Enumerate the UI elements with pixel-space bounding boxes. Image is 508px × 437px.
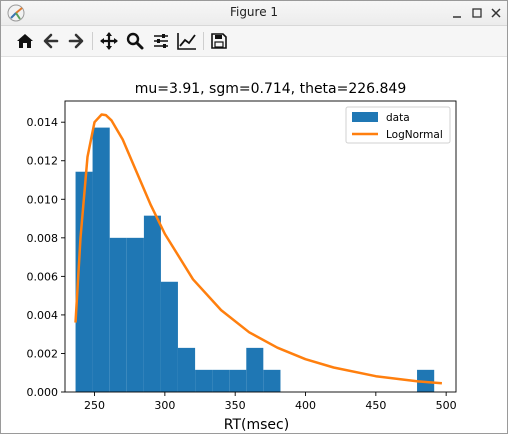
maximize-icon[interactable]	[469, 5, 485, 21]
forward-arrow-icon[interactable]	[64, 29, 88, 53]
legend-label-lognormal: LogNormal	[386, 129, 443, 141]
histogram-bar	[195, 369, 213, 392]
x-tick-label: 500	[436, 399, 457, 412]
lognormal-curve	[74, 113, 442, 385]
histogram-bar	[143, 215, 161, 392]
x-tick-label: 350	[225, 399, 246, 412]
y-tick-label: 0.012	[27, 155, 59, 168]
histogram-bar	[212, 369, 230, 392]
pan-move-icon[interactable]	[97, 29, 121, 53]
y-axis-ticks: 0.000 0.002 0.004 0.006 0.008 0.010 0.012 0.014	[27, 116, 65, 399]
histogram-bar	[229, 369, 247, 392]
x-axis-label: RT(msec)	[224, 417, 289, 433]
toolbar-separator	[203, 32, 204, 50]
y-tick-label: 0.010	[27, 193, 59, 206]
y-tick-label: 0.002	[27, 347, 59, 360]
legend-label-data: data	[386, 112, 410, 124]
chart-title: mu=3.91, sgm=0.714, theta=226.849	[135, 81, 407, 97]
zoom-magnifier-icon[interactable]	[123, 29, 147, 53]
histogram-bar	[109, 237, 127, 392]
window-title: Figure 1	[229, 5, 279, 19]
histogram-bars	[75, 127, 435, 393]
legend: data LogNormal	[345, 106, 451, 144]
close-icon[interactable]	[488, 5, 504, 21]
navigation-toolbar	[1, 26, 507, 57]
configure-subplots-icon[interactable]	[149, 29, 173, 53]
x-tick-label: 250	[84, 399, 105, 412]
y-tick-label: 0.000	[27, 386, 59, 399]
x-tick-label: 300	[154, 399, 175, 412]
y-tick-label: 0.014	[27, 116, 59, 129]
legend-swatch-data	[352, 112, 378, 122]
y-tick-label: 0.008	[27, 232, 59, 245]
title-bar[interactable]: Figure 1	[1, 1, 507, 26]
histogram-bar	[177, 347, 196, 392]
x-tick-label: 400	[295, 399, 316, 412]
histogram-bar	[263, 369, 281, 392]
y-tick-label: 0.006	[27, 270, 59, 283]
figure-canvas[interactable]: 250 300 350 400 450 500 0.000 0.002 0.004 0.006 0…	[1, 57, 507, 433]
minimize-icon[interactable]	[449, 5, 465, 21]
save-floppy-icon[interactable]	[207, 29, 231, 53]
back-arrow-icon[interactable]	[39, 29, 63, 53]
matplotlib-app-icon	[7, 4, 25, 22]
home-icon[interactable]	[13, 29, 37, 53]
histogram-bar	[246, 347, 264, 392]
histogram-bar	[160, 281, 178, 392]
y-tick-label: 0.004	[27, 309, 59, 322]
axes-frame	[64, 100, 457, 393]
histogram-chart: 250 300 350 400 450 500 0.0000.0020.0040.0060…	[27, 81, 457, 433]
histogram-bar	[126, 237, 144, 392]
toolbar-separator	[92, 32, 93, 50]
x-axis-ticks: 250 300 350 400 450 500	[84, 392, 457, 412]
histogram-bar	[75, 171, 93, 392]
histogram-bar	[92, 127, 110, 393]
edit-axis-lines-icon[interactable]	[175, 29, 199, 53]
x-tick-label: 450	[365, 399, 386, 412]
